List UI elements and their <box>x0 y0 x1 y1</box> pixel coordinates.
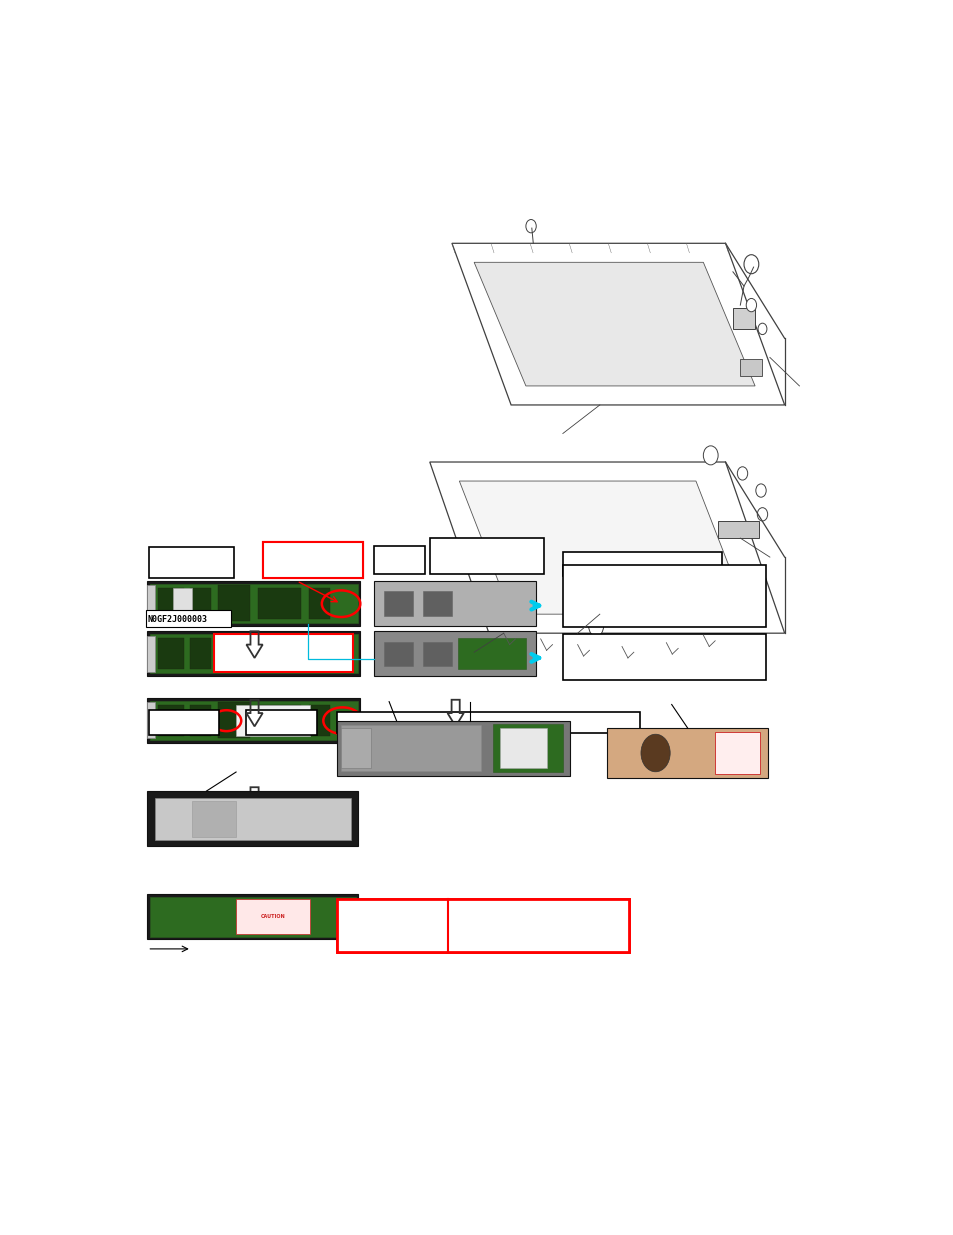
FancyBboxPatch shape <box>217 703 250 739</box>
FancyBboxPatch shape <box>190 704 211 736</box>
FancyBboxPatch shape <box>337 713 639 734</box>
FancyBboxPatch shape <box>147 585 154 621</box>
FancyBboxPatch shape <box>500 729 546 768</box>
FancyBboxPatch shape <box>147 636 154 672</box>
FancyBboxPatch shape <box>309 588 330 619</box>
FancyBboxPatch shape <box>263 542 363 578</box>
Polygon shape <box>474 262 755 385</box>
FancyBboxPatch shape <box>732 308 755 329</box>
FancyBboxPatch shape <box>715 732 760 774</box>
Circle shape <box>588 618 603 636</box>
FancyBboxPatch shape <box>718 521 758 538</box>
FancyBboxPatch shape <box>147 894 357 940</box>
FancyBboxPatch shape <box>374 631 535 676</box>
FancyBboxPatch shape <box>422 592 451 616</box>
FancyBboxPatch shape <box>740 359 761 377</box>
FancyBboxPatch shape <box>384 641 413 666</box>
FancyBboxPatch shape <box>235 704 310 736</box>
FancyBboxPatch shape <box>562 634 765 679</box>
Circle shape <box>640 735 669 772</box>
FancyBboxPatch shape <box>374 546 424 574</box>
Text: N0GF2J000003: N0GF2J000003 <box>147 615 207 624</box>
FancyBboxPatch shape <box>147 703 154 739</box>
FancyBboxPatch shape <box>217 585 250 621</box>
FancyBboxPatch shape <box>154 798 351 840</box>
FancyBboxPatch shape <box>150 584 357 622</box>
FancyBboxPatch shape <box>258 638 300 669</box>
FancyBboxPatch shape <box>258 704 300 736</box>
FancyBboxPatch shape <box>146 610 231 627</box>
Circle shape <box>660 563 671 577</box>
FancyBboxPatch shape <box>429 538 544 574</box>
Polygon shape <box>459 482 747 614</box>
FancyBboxPatch shape <box>246 710 316 735</box>
FancyBboxPatch shape <box>341 729 370 768</box>
FancyBboxPatch shape <box>158 588 183 619</box>
FancyBboxPatch shape <box>158 638 183 669</box>
FancyBboxPatch shape <box>384 592 413 616</box>
FancyBboxPatch shape <box>147 698 360 742</box>
FancyBboxPatch shape <box>309 704 330 736</box>
FancyBboxPatch shape <box>147 792 357 846</box>
FancyBboxPatch shape <box>263 542 363 578</box>
FancyBboxPatch shape <box>173 589 192 618</box>
FancyBboxPatch shape <box>422 641 451 666</box>
FancyBboxPatch shape <box>149 710 219 735</box>
FancyBboxPatch shape <box>150 700 357 740</box>
FancyBboxPatch shape <box>258 588 300 619</box>
FancyBboxPatch shape <box>341 725 480 771</box>
FancyBboxPatch shape <box>493 725 562 772</box>
FancyBboxPatch shape <box>158 704 183 736</box>
FancyBboxPatch shape <box>149 547 233 578</box>
FancyBboxPatch shape <box>213 634 353 672</box>
FancyBboxPatch shape <box>562 564 765 626</box>
FancyBboxPatch shape <box>150 897 355 936</box>
FancyBboxPatch shape <box>147 580 360 626</box>
FancyBboxPatch shape <box>150 634 357 673</box>
FancyBboxPatch shape <box>217 636 250 672</box>
FancyBboxPatch shape <box>309 638 330 669</box>
FancyBboxPatch shape <box>374 580 535 626</box>
FancyBboxPatch shape <box>457 638 525 669</box>
Text: CAUTION: CAUTION <box>260 914 285 919</box>
FancyBboxPatch shape <box>337 721 570 776</box>
FancyBboxPatch shape <box>337 899 629 952</box>
FancyBboxPatch shape <box>149 905 341 930</box>
FancyBboxPatch shape <box>147 631 360 676</box>
FancyBboxPatch shape <box>190 638 211 669</box>
FancyBboxPatch shape <box>562 552 721 576</box>
FancyBboxPatch shape <box>337 899 629 952</box>
Circle shape <box>702 446 718 464</box>
Circle shape <box>745 299 756 311</box>
FancyBboxPatch shape <box>192 800 235 836</box>
FancyBboxPatch shape <box>606 729 767 778</box>
FancyBboxPatch shape <box>190 588 211 619</box>
FancyBboxPatch shape <box>235 899 310 934</box>
